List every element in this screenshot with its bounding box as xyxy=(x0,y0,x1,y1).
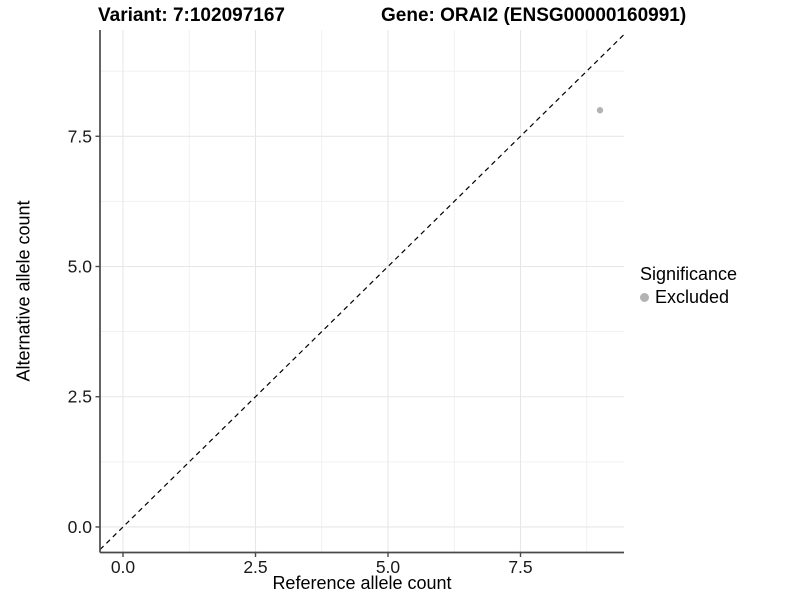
x-tick-label: 7.5 xyxy=(508,557,532,577)
x-tick-label: 0.0 xyxy=(111,557,136,577)
gene-title: Gene: ORAI2 (ENSG00000160991) xyxy=(381,5,687,26)
x-tick-label: 5.0 xyxy=(376,557,401,577)
legend-item-label: Excluded xyxy=(655,287,730,307)
plot-panel xyxy=(100,30,624,553)
excluded-point-icon xyxy=(640,293,649,302)
data-point xyxy=(596,107,604,114)
legend: Significance Excluded xyxy=(640,264,737,308)
x-axis-title: Reference allele count xyxy=(272,573,452,593)
y-axis-title: Alternative allele count xyxy=(13,200,34,382)
legend-title: Significance xyxy=(640,264,738,284)
variant-title: Variant: 7:102097167 xyxy=(98,5,285,26)
x-tick-label: 2.5 xyxy=(243,557,267,577)
legend-item-excluded: Excluded xyxy=(640,287,737,308)
y-tick-label: 7.5 xyxy=(68,126,92,146)
y-tick-label: 5.0 xyxy=(68,257,93,277)
identity-dashed-line xyxy=(99,34,625,551)
y-tick-label: 2.5 xyxy=(68,387,92,407)
y-tick-label: 0.0 xyxy=(68,517,93,537)
